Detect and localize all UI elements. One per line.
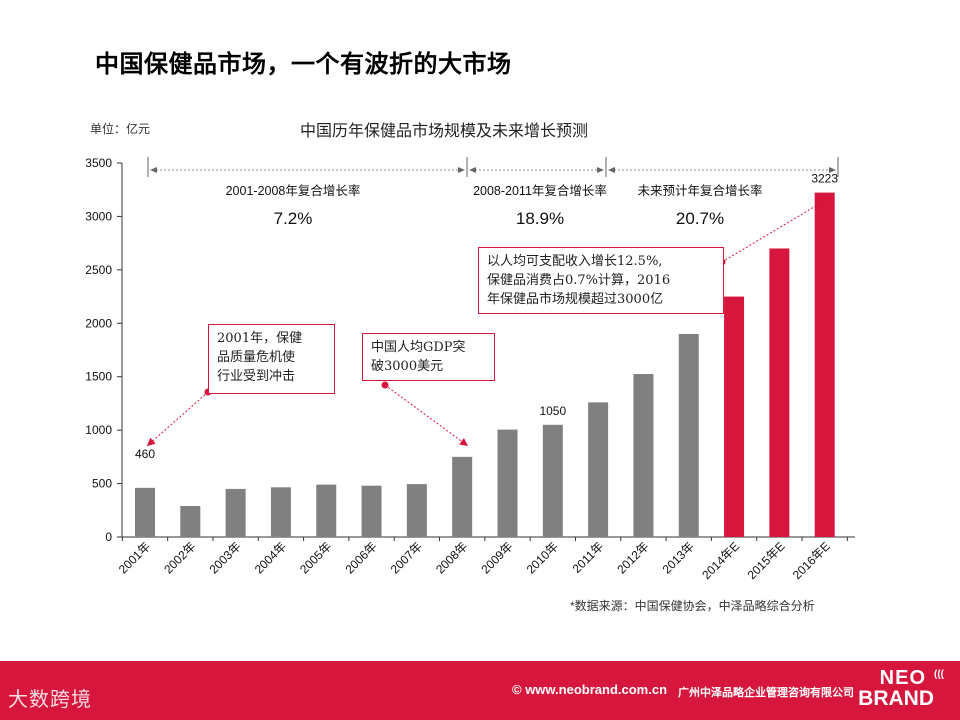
leader-2008-head [459,438,468,446]
leader-2001-head [147,437,156,446]
x-tick-label: 2014年E [699,539,742,582]
period-rate: 7.2% [274,209,313,228]
y-tick-label: 2500 [85,263,112,277]
y-tick-label: 500 [92,477,112,491]
data-label: 1050 [539,404,566,418]
x-tick-label: 2005年 [297,539,334,576]
bar-2004年 [270,487,291,537]
callout-line: 中国人均GDP突 [371,340,466,355]
x-tick-label: 2006年 [342,539,379,576]
y-tick-label: 3000 [85,209,112,223]
period-arrow [608,167,615,173]
unit-label: 单位：亿元 [90,122,151,136]
period-rate: 18.9% [516,209,564,228]
leader-2008 [384,384,469,447]
leader-2008-dot [381,381,389,389]
source-note: *数据来源：中国保健协会，中泽品略综合分析 [570,599,815,613]
y-tick-label: 0 [105,530,112,544]
callout-2001-crisis: 2001年，保健 品质量危机使 行业受到冲击 [208,324,335,394]
bar-2005年 [316,484,337,537]
bar-2009年 [497,429,518,537]
x-tick-label: 2009年 [478,539,515,576]
chart-title: 中国历年保健品市场规模及未来增长预测 [300,123,589,140]
callout-2016-forecast: 以人均可支配收入增长12.5%, 保健品消费占0.7%计算，2016 年保健品市… [478,247,724,314]
callout-line: 年保健品市场规模超过3000亿 [487,292,664,307]
callout-line: 行业受到冲击 [217,369,296,384]
x-tick-label: 2010年 [524,539,561,576]
bar-2011年 [588,402,609,537]
bar-2014年E [724,296,745,537]
bar-2008年 [452,456,473,537]
y-tick-label: 2000 [85,316,112,330]
leader-2016 [721,197,830,263]
bar-2010年 [542,424,563,537]
bar-2002年 [180,506,201,537]
watermark-logo: 大数跨境 [8,687,92,711]
slide-title: 中国保健品市场，一个有波折的大市场 [95,51,512,78]
brand-line-2: BRAND [858,687,934,710]
bar-2012年 [633,374,654,537]
footer-company: 广州中泽品略企业管理咨询有限公司 [678,687,854,699]
callout-line: 品质量危机使 [217,350,296,365]
brand-mark: ((( [934,669,944,680]
brand-line-1: NEO [879,667,926,689]
period-label: 2001-2008年复合增长率 [226,183,361,198]
period-arrow [469,167,476,173]
bar-2003年 [225,488,246,537]
period-label: 2008-2011年复合增长率 [473,183,607,198]
callout-line: 2001年，保健 [217,331,303,346]
callout-line: 保健品消费占0.7%计算，2016 [487,273,671,288]
x-tick-label: 2001年 [116,539,153,576]
y-tick-label: 1000 [85,423,112,437]
y-tick-label: 1500 [85,370,112,384]
x-tick-label: 2007年 [388,539,425,576]
x-tick-label: 2003年 [206,539,243,576]
callout-line: 以人均可支配收入增长12.5%, [487,254,663,269]
x-tick-label: 2011年 [570,539,607,576]
callout-gdp-3000: 中国人均GDP突 破3000美元 [362,333,495,381]
bar-2016年E [814,192,835,537]
bar-2001年 [135,487,155,537]
x-tick-label: 2002年 [161,539,198,576]
leader-2001 [146,391,209,447]
period-arrow [458,167,465,173]
x-tick-label: 2004年 [252,539,289,576]
data-label: 3223 [811,172,838,186]
x-tick-label: 2012年 [614,539,651,576]
x-tick-label: 2013年 [660,539,697,576]
period-arrow [150,167,157,173]
bar-2015年E [769,248,790,537]
x-tick-label: 2008年 [433,539,470,576]
x-tick-label: 2015年E [745,539,788,582]
period-label: 未来预计年复合增长率 [637,183,762,198]
callout-line: 破3000美元 [371,359,444,374]
bar-2007年 [406,484,427,537]
leader-2016-head [820,198,829,206]
data-label: 460 [135,447,155,461]
neobrand-logo: NEO BRAND ((( [858,667,944,715]
footer-website[interactable]: © www.neobrand.com.cn [512,682,668,697]
period-rate: 20.7% [676,209,724,228]
period-arrow [829,167,836,173]
bar-2006年 [361,485,382,537]
period-arrow [597,167,604,173]
x-tick-label: 2016年E [790,539,833,582]
y-tick-label: 3500 [85,156,112,170]
footer-bar: 大数跨境 © www.neobrand.com.cn 广州中泽品略企业管理咨询有… [0,661,960,720]
bar-2013年 [678,333,699,537]
